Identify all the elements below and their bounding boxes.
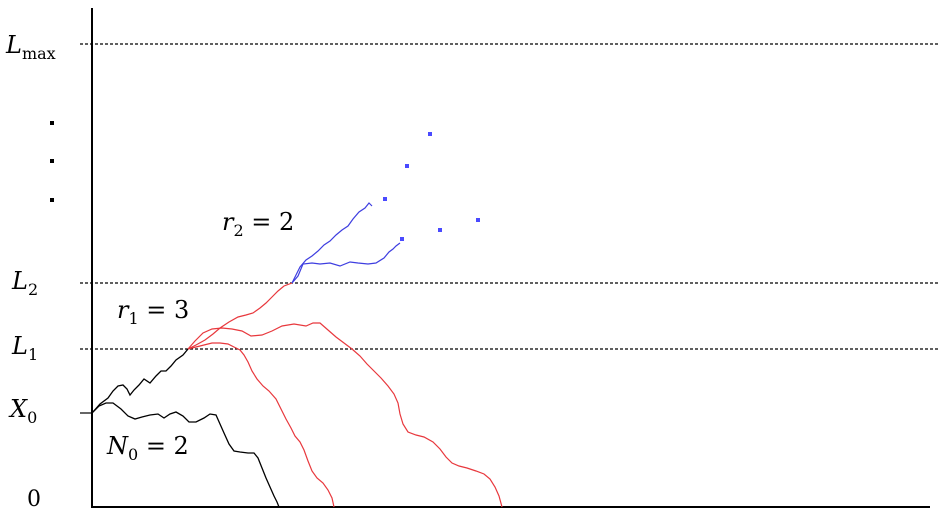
stage1-path-a [187,282,293,350]
annotation-r2: r2 = 2 [222,208,294,240]
stage2-path-b [291,242,401,284]
stage2-paths [291,202,401,284]
vertical-ellipsis [50,121,54,202]
level-zero-label: 0 [27,487,41,511]
level-l1-label: L1 [11,332,38,364]
level-l2-label: L2 [11,267,38,299]
level-x0-label: X0 [8,395,37,427]
annotation-r1: r1 = 3 [117,296,189,328]
stage0-path-upper [91,348,189,414]
level-lmax-label: Lmax [5,31,56,63]
annotation-n0: N0 = 2 [106,432,189,464]
stage2-path-a [291,202,373,284]
stage0-path-lower [91,402,280,508]
stage1-paths [187,282,503,508]
stage1-path-b [187,322,503,508]
stage1-path-c [187,342,335,508]
stage0-paths [91,348,280,508]
continuation-dots [383,132,480,241]
